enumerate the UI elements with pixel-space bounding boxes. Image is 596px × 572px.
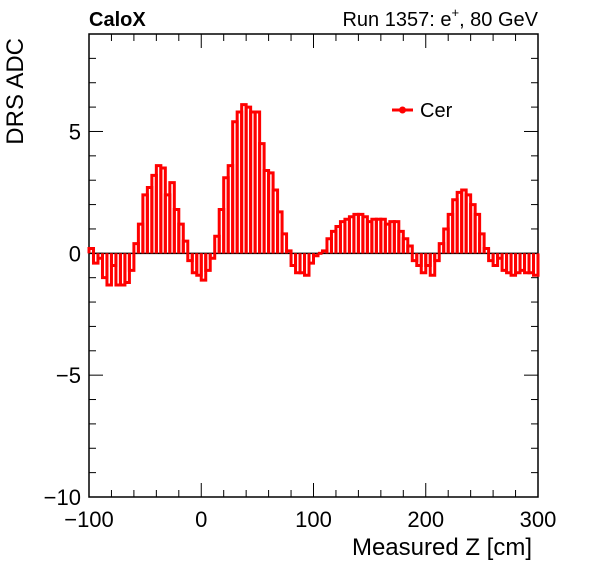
x-tick-label: −100	[64, 507, 114, 532]
series-bin	[127, 253, 136, 272]
series-bin	[177, 222, 185, 254]
y-axis-title: DRS ADC	[2, 38, 29, 145]
x-ticks: −100 0 100 200 300	[64, 34, 556, 532]
x-tick-label: 100	[295, 507, 332, 532]
legend: Cer	[392, 100, 453, 122]
series-bin	[406, 244, 414, 254]
x-tick-label: 200	[407, 507, 444, 532]
series-bins	[87, 103, 540, 287]
series-bin	[482, 246, 491, 254]
series-bin	[433, 253, 441, 263]
series-bin	[532, 253, 540, 277]
plot-frame	[88, 33, 539, 498]
y-tick-label: 0	[69, 241, 81, 266]
series-bin	[204, 253, 212, 272]
experiment-label: CaloX	[89, 9, 146, 31]
x-tick-label: 0	[195, 507, 207, 532]
series-bin	[285, 249, 293, 254]
run-label: Run 1357: e+, 80 GeV	[342, 5, 538, 31]
x-axis-title: Measured Z [cm]	[352, 534, 532, 561]
y-tick-label: −5	[56, 363, 81, 388]
y-tick-label: 5	[69, 119, 81, 144]
series-bin	[428, 253, 437, 277]
series-bin	[280, 232, 289, 254]
series-bin	[478, 232, 486, 254]
series-bin	[181, 239, 190, 254]
series-bin	[87, 246, 95, 254]
run-label-main: Run 1357: e	[342, 9, 451, 31]
series-bin	[307, 253, 315, 265]
x-tick-label: 300	[520, 507, 557, 532]
legend-marker-dot	[399, 106, 406, 114]
legend-label: Cer	[420, 100, 453, 122]
run-label-superscript: +	[451, 5, 459, 20]
series-bin	[208, 253, 217, 260]
series-bin	[105, 253, 113, 287]
run-label-suffix: , 80 GeV	[459, 9, 539, 31]
y-tick-label: −10	[44, 485, 81, 510]
y-ticks: −10 −5 0 5	[44, 33, 538, 510]
